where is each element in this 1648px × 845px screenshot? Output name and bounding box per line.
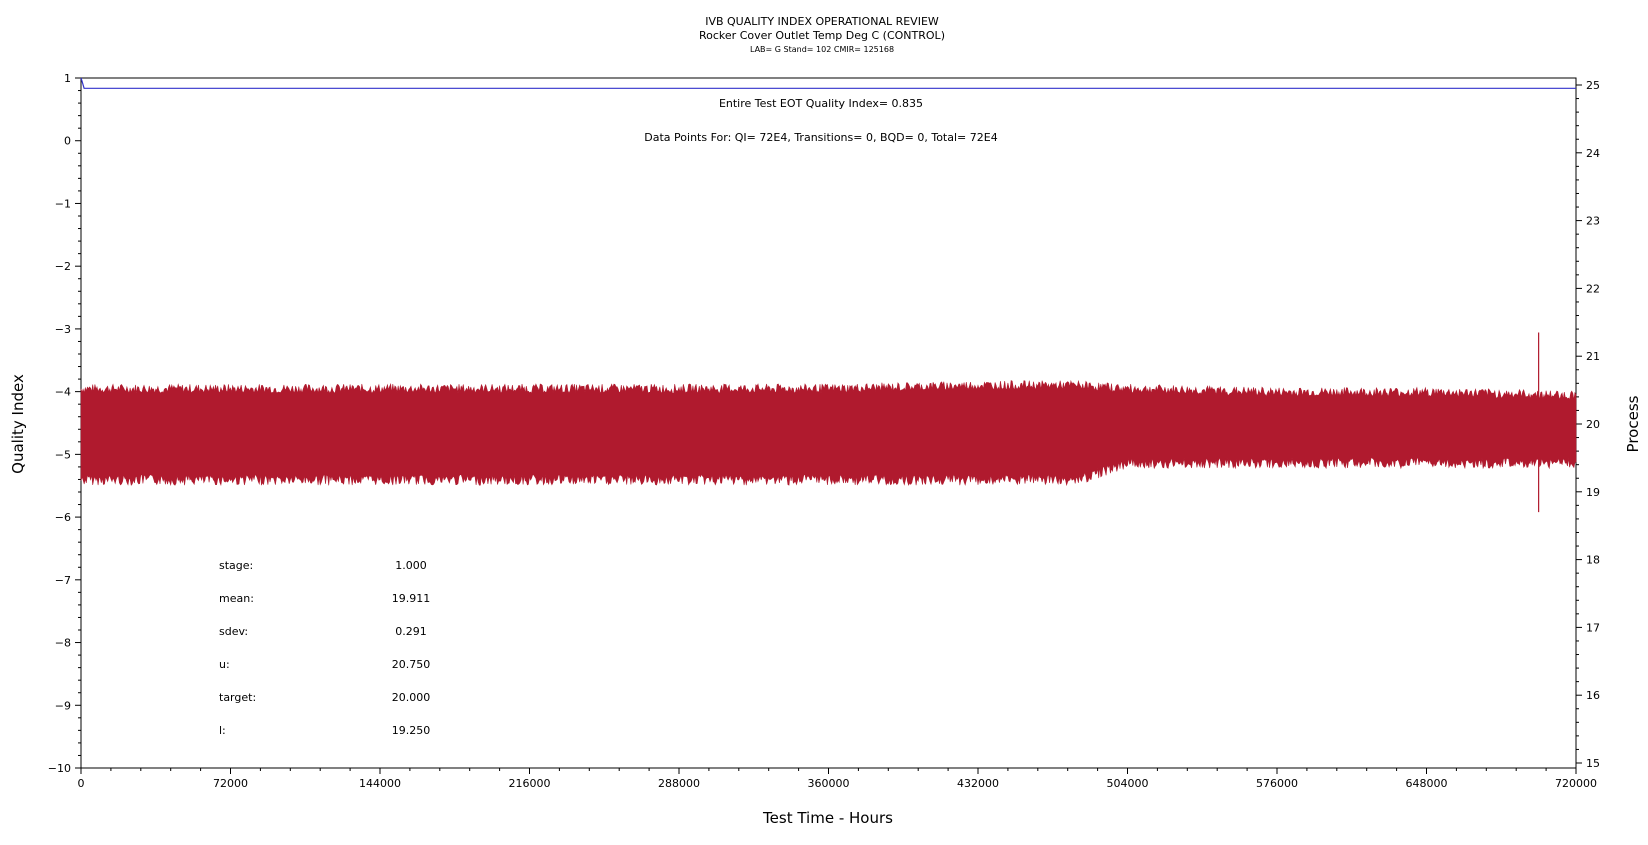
y-right-tick-label: 25	[1586, 79, 1600, 92]
y-axis-left-label: Quality Index	[9, 374, 27, 474]
quality-index-line	[80, 77, 1576, 89]
y-axis-right-label: Process	[1624, 395, 1642, 452]
x-tick-label: 576000	[1256, 777, 1298, 790]
axis-ticks: 0 72000 144000 216000 288000 360000 432000 5040…	[48, 72, 1600, 790]
x-axis-label: Test Time - Hours	[762, 809, 893, 827]
stats-table: stage: 1.000 mean: 19.911 sdev: 0.291 u: 20.750…	[219, 559, 430, 737]
y-left-tick-label: −3	[55, 323, 71, 336]
quality-index-series	[80, 77, 1576, 89]
quality-index-annotation: Entire Test EOT Quality Index= 0.835	[719, 97, 923, 110]
y-right-tick-label: 19	[1586, 486, 1600, 499]
y-right-tick-label: 24	[1586, 147, 1600, 160]
stat-label: u:	[219, 658, 230, 671]
y-right-tick-label: 22	[1586, 282, 1600, 295]
data-points-annotation: Data Points For: QI= 72E4, Transitions= …	[644, 131, 997, 144]
stat-value: 0.291	[395, 625, 427, 638]
y-right-tick-label: 16	[1586, 689, 1600, 702]
stat-value: 20.000	[392, 691, 431, 704]
y-left-tick-label: −5	[55, 448, 71, 461]
x-tick-label: 432000	[957, 777, 999, 790]
y-left-tick-label: −2	[55, 260, 71, 273]
y-left-tick-label: −9	[55, 699, 71, 712]
x-tick-label: 288000	[658, 777, 700, 790]
process-series	[80, 332, 1577, 513]
y-left-tick-label: −1	[55, 197, 71, 210]
x-tick-label: 144000	[359, 777, 401, 790]
stat-label: l:	[219, 724, 226, 737]
stat-label: target:	[219, 691, 256, 704]
y-right-tick-label: 17	[1586, 621, 1600, 634]
stat-label: sdev:	[219, 625, 248, 638]
y-right-tick-label: 21	[1586, 350, 1600, 363]
x-tick-label: 720000	[1555, 777, 1597, 790]
x-tick-label: 0	[78, 777, 85, 790]
stat-value: 19.911	[392, 592, 431, 605]
y-right-tick-label: 23	[1586, 215, 1600, 228]
stat-value: 19.250	[392, 724, 431, 737]
y-right-tick-label: 18	[1586, 554, 1600, 567]
chart-subtitle-info: LAB= G Stand= 102 CMIR= 125168	[750, 45, 894, 54]
stat-value: 1.000	[395, 559, 427, 572]
chart-title: IVB QUALITY INDEX OPERATIONAL REVIEW	[705, 15, 939, 28]
y-left-tick-label: −10	[48, 762, 71, 775]
process-band	[80, 379, 1577, 487]
x-tick-label: 216000	[509, 777, 551, 790]
y-right-tick-label: 15	[1586, 757, 1600, 770]
y-left-tick-label: −8	[55, 637, 71, 650]
y-left-tick-label: −6	[55, 511, 71, 524]
x-tick-label: 648000	[1406, 777, 1448, 790]
stat-label: stage:	[219, 559, 253, 572]
x-tick-label: 72000	[213, 777, 248, 790]
stat-label: mean:	[219, 592, 254, 605]
x-tick-label: 504000	[1107, 777, 1149, 790]
y-left-tick-label: 1	[64, 72, 71, 85]
y-left-tick-label: −4	[55, 386, 71, 399]
y-left-tick-label: −7	[55, 574, 71, 587]
y-right-tick-label: 20	[1586, 418, 1600, 431]
y-left-tick-label: 0	[64, 135, 71, 148]
stat-value: 20.750	[392, 658, 431, 671]
x-tick-label: 360000	[808, 777, 850, 790]
chart-subtitle: Rocker Cover Outlet Temp Deg C (CONTROL)	[699, 29, 945, 42]
